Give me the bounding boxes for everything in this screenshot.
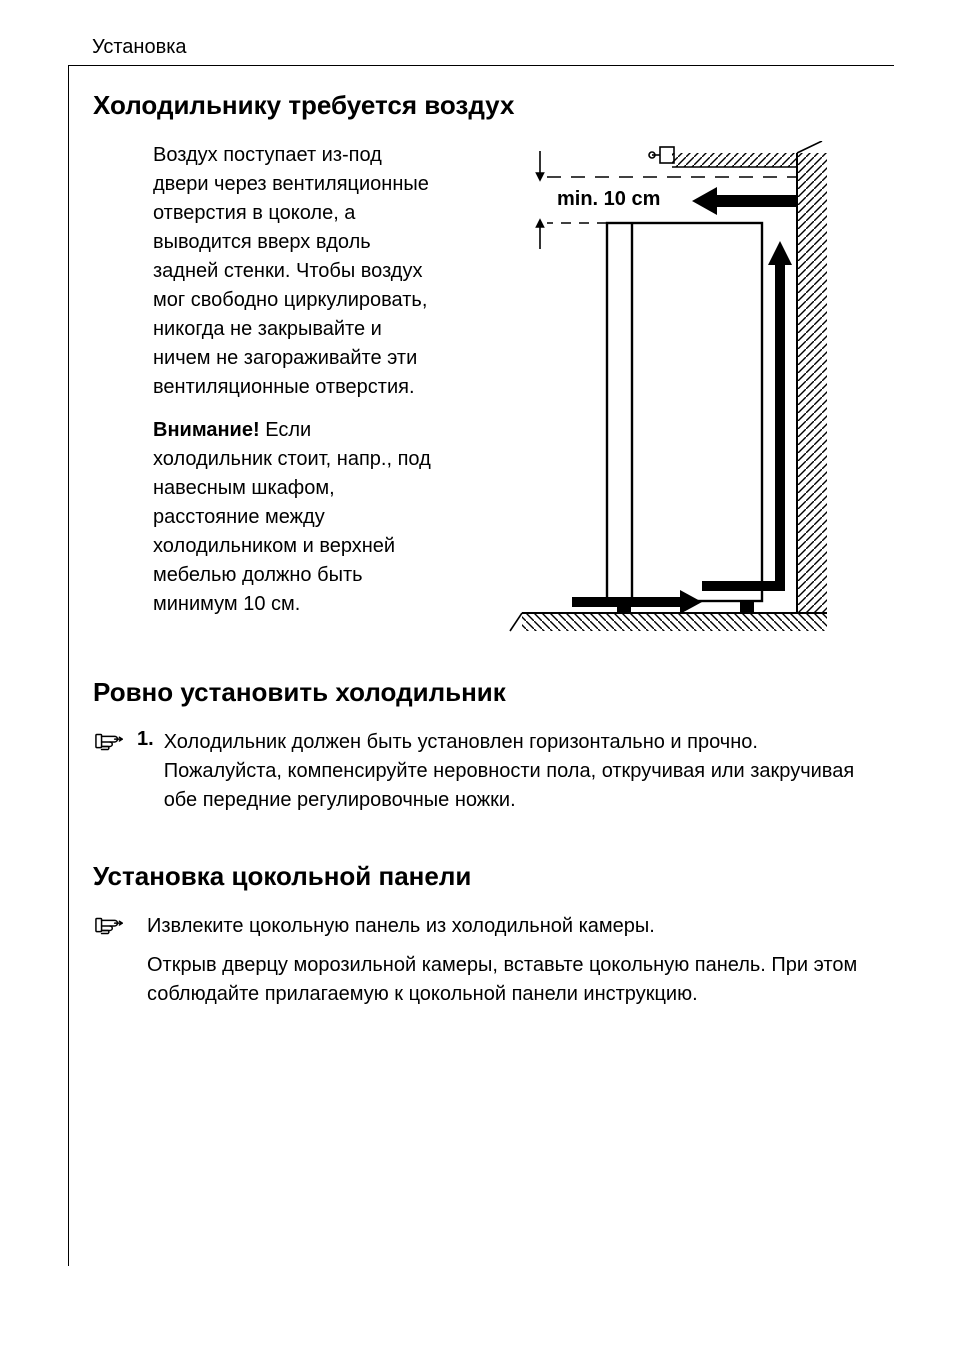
- section-plinth-title: Установка цокольной панели: [93, 861, 870, 892]
- section-air: Холодильнику требуется воздух Воздух пос…: [93, 90, 870, 641]
- fridge-clearance-diagram: min. 10 cm: [502, 141, 832, 641]
- clearance-label: min. 10 cm: [557, 188, 660, 210]
- floor-hatch: [522, 613, 827, 631]
- section-plinth-steps: Извлеките цокольную панель из холодильно…: [93, 912, 870, 1019]
- fridge-outline: [607, 223, 762, 601]
- airflow-arrow-rear: [768, 241, 792, 561]
- section-air-para1: Воздух поступает из-под двери через вент…: [153, 141, 433, 402]
- section-air-para2-rest: Если холодильник стоит, напр., под навес…: [153, 419, 431, 615]
- step-row: 1. Холодильник должен быть установлен го…: [93, 728, 870, 825]
- section-air-para2: Внимание! Если холодильник стоит, напр.,…: [153, 416, 433, 619]
- hand-point-icon: [93, 912, 127, 936]
- wall-hatch: [797, 153, 827, 613]
- page: Установка Холодильнику требуется воздух …: [0, 0, 954, 1352]
- section-plinth: Установка цокольной панели: [93, 861, 870, 1019]
- running-header: Установка: [92, 36, 894, 59]
- airflow-arrow-bottom: [572, 590, 702, 614]
- section-level: Ровно установить холодильник: [93, 677, 870, 825]
- step-body: Извлеките цокольную панель из холодильно…: [147, 912, 870, 1019]
- section-air-para2-bold: Внимание!: [153, 419, 260, 441]
- section-air-text: Воздух поступает из-под двери через вент…: [93, 141, 433, 633]
- content-frame: Холодильнику требуется воздух Воздух пос…: [68, 66, 894, 1266]
- step-text: Извлеките цокольную панель из холодильно…: [147, 912, 870, 941]
- outlet-icon: [649, 147, 674, 163]
- section-level-steps: 1. Холодильник должен быть установлен го…: [93, 728, 870, 825]
- section-air-figure: min. 10 cm: [463, 141, 870, 641]
- step-number: 1.: [137, 728, 154, 751]
- airflow-arrow-top: [692, 187, 797, 215]
- step-row: Извлеките цокольную панель из холодильно…: [93, 912, 870, 1019]
- section-air-body: Воздух поступает из-под двери через вент…: [93, 141, 870, 641]
- step-text: Открыв дверцу морозильной камеры, вставь…: [147, 951, 870, 1009]
- section-air-title: Холодильнику требуется воздух: [93, 90, 870, 121]
- hand-point-icon: [93, 728, 127, 752]
- section-level-title: Ровно установить холодильник: [93, 677, 870, 708]
- step-body: Холодильник должен быть установлен гориз…: [164, 728, 870, 825]
- step-text: Холодильник должен быть установлен гориз…: [164, 728, 870, 815]
